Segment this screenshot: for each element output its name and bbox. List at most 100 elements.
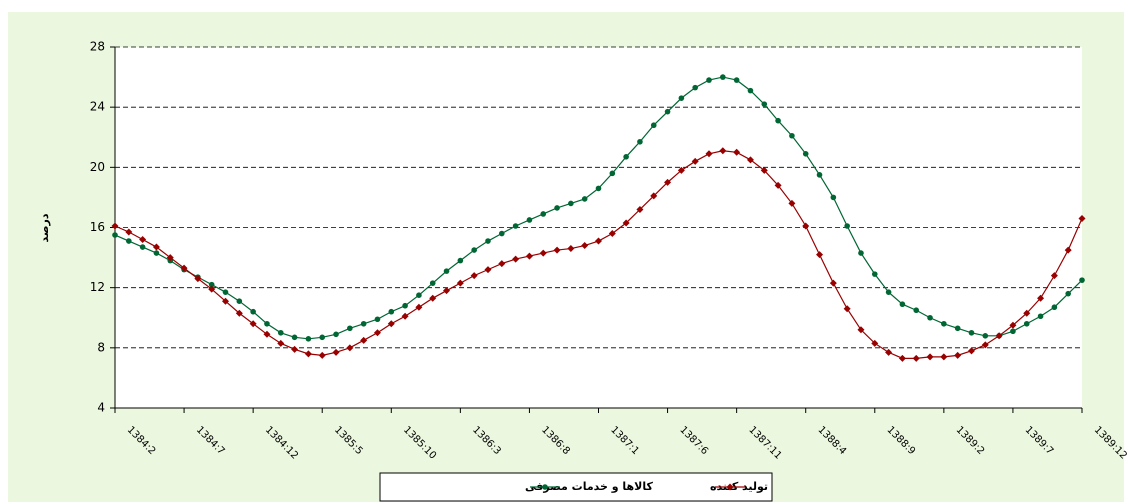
point — [388, 308, 395, 315]
point — [526, 217, 533, 223]
point — [277, 339, 285, 347]
point — [968, 329, 975, 336]
point — [802, 222, 810, 230]
point — [236, 298, 243, 305]
point — [775, 117, 781, 124]
point — [981, 341, 989, 349]
point — [581, 242, 589, 250]
point — [360, 336, 368, 344]
point — [761, 101, 768, 107]
point — [691, 157, 699, 165]
point — [927, 314, 933, 321]
point — [429, 280, 436, 286]
point — [747, 87, 754, 94]
point — [249, 320, 257, 328]
point — [789, 132, 795, 139]
point — [554, 205, 560, 211]
point — [1023, 309, 1031, 317]
point — [305, 336, 312, 342]
point — [139, 244, 146, 250]
point — [1064, 246, 1072, 254]
point — [291, 345, 299, 353]
point — [153, 250, 160, 256]
point — [608, 230, 616, 238]
point — [125, 228, 133, 236]
point — [319, 334, 326, 341]
point — [871, 339, 879, 347]
point — [637, 138, 643, 145]
legend-label: کالاها و خدمات مصرفی — [525, 480, 654, 493]
point — [678, 95, 685, 101]
y-tick-label: 28 — [90, 40, 105, 54]
point — [1009, 321, 1017, 329]
point — [829, 279, 837, 287]
point — [332, 348, 340, 356]
point — [664, 108, 671, 115]
point — [677, 166, 685, 174]
point — [719, 147, 727, 155]
point — [471, 247, 477, 253]
point — [374, 316, 381, 323]
point — [1078, 214, 1086, 222]
point — [885, 289, 892, 295]
point — [264, 320, 270, 327]
point — [858, 250, 864, 256]
point — [456, 279, 464, 287]
point — [194, 275, 202, 283]
point — [318, 351, 326, 359]
y-tick-label: 8 — [97, 340, 105, 354]
point — [416, 292, 422, 298]
point — [995, 332, 1003, 340]
point — [843, 305, 851, 313]
point — [816, 251, 824, 259]
point — [595, 185, 602, 192]
point — [304, 350, 312, 358]
point — [277, 329, 284, 336]
point — [636, 205, 644, 213]
point — [954, 351, 962, 359]
point — [830, 194, 837, 201]
point — [553, 246, 561, 254]
y-tick-label: 20 — [90, 160, 105, 174]
point — [415, 303, 423, 311]
point — [470, 272, 478, 280]
point — [291, 334, 298, 341]
y-tick-label: 24 — [90, 100, 105, 114]
point — [512, 223, 519, 229]
point — [1065, 290, 1071, 297]
point — [1037, 294, 1045, 302]
point — [774, 181, 782, 189]
point — [650, 192, 658, 200]
point — [733, 148, 741, 156]
point — [401, 312, 409, 320]
point — [166, 254, 174, 262]
point — [871, 271, 878, 277]
point — [595, 237, 602, 245]
point — [485, 238, 491, 244]
point — [982, 333, 989, 339]
point — [857, 326, 865, 334]
point — [567, 245, 575, 253]
y-tick-label: 16 — [90, 220, 105, 234]
point — [499, 230, 505, 237]
point — [539, 249, 547, 257]
point — [429, 294, 437, 302]
point — [760, 166, 768, 174]
point — [954, 325, 961, 332]
point — [498, 260, 506, 268]
point — [235, 309, 243, 317]
legend-marker — [726, 483, 734, 491]
point — [802, 150, 809, 157]
point — [222, 297, 230, 305]
point — [568, 200, 574, 207]
point — [650, 122, 657, 129]
legend — [379, 472, 773, 502]
point — [222, 289, 229, 295]
point — [152, 243, 160, 251]
point — [457, 257, 464, 264]
point — [180, 264, 188, 272]
point — [941, 320, 947, 327]
point — [898, 354, 906, 362]
point — [360, 320, 367, 327]
